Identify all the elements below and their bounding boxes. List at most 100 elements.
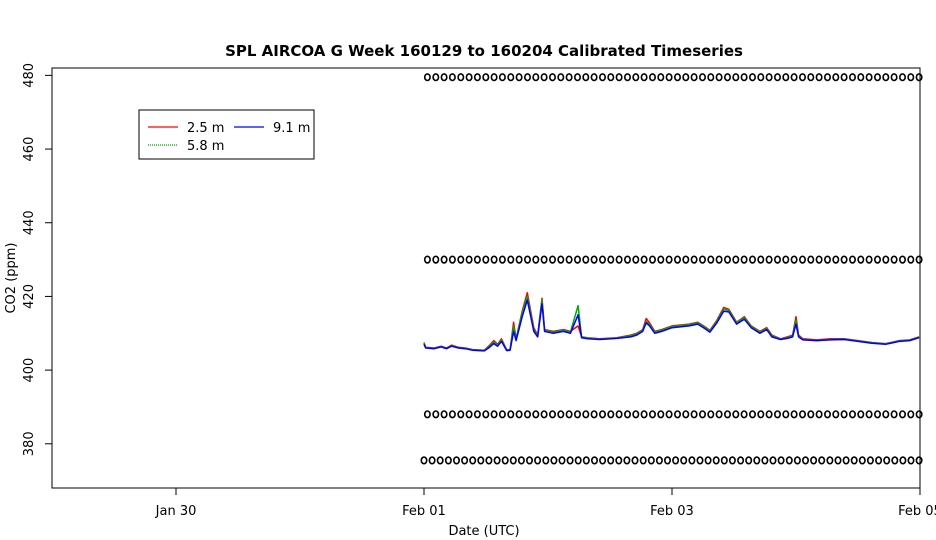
marker-row-3-point — [436, 456, 444, 465]
marker-row-2-point — [490, 410, 498, 419]
marker-row-3-point — [907, 456, 915, 465]
marker-row-3-point — [858, 456, 866, 465]
marker-row-3-point — [574, 456, 582, 465]
marker-row-3-point — [712, 456, 720, 465]
marker-row-1-point — [582, 255, 590, 264]
marker-row-3-point — [452, 456, 460, 465]
marker-row-1-point — [857, 255, 865, 264]
marker-row-0-point — [465, 73, 473, 82]
marker-row-0-point — [565, 73, 573, 82]
marker-row-2-point — [682, 410, 690, 419]
marker-row-3-point — [607, 456, 615, 465]
marker-row-1-point — [732, 255, 740, 264]
marker-row-1-point — [715, 255, 723, 264]
marker-row-1-point — [815, 255, 823, 264]
marker-row-3-point — [493, 456, 501, 465]
marker-rows — [420, 73, 923, 465]
marker-row-3-point — [826, 456, 834, 465]
marker-row-3-point — [623, 456, 631, 465]
marker-row-0-point — [757, 73, 765, 82]
marker-row-0-point — [748, 73, 756, 82]
marker-row-2-point — [582, 410, 590, 419]
marker-row-0-point — [657, 73, 665, 82]
marker-row-3-point — [883, 456, 891, 465]
marker-row-1-point — [423, 255, 431, 264]
marker-row-0-point — [432, 73, 440, 82]
marker-row-1-point — [682, 255, 690, 264]
marker-row-1-point — [890, 255, 898, 264]
marker-row-0-point — [790, 73, 798, 82]
marker-row-3-point — [509, 456, 517, 465]
marker-row-3-point — [720, 456, 728, 465]
marker-row-1-point — [898, 255, 906, 264]
marker-row-0-point — [440, 73, 448, 82]
marker-row-3-point — [915, 456, 923, 465]
marker-row-1-point — [432, 255, 440, 264]
marker-row-1-point — [507, 255, 515, 264]
y-axis: 380 400 420 440 460 480 — [22, 63, 52, 456]
y-tick-label-380: 380 — [22, 431, 37, 456]
marker-row-3-point — [461, 456, 469, 465]
marker-row-1-point — [740, 255, 748, 264]
marker-row-1-point — [773, 255, 781, 264]
marker-row-0-point — [823, 73, 831, 82]
marker-row-3-point — [469, 456, 477, 465]
marker-row-2-point — [890, 410, 898, 419]
marker-row-0-point — [865, 73, 873, 82]
marker-row-0-point — [515, 73, 523, 82]
marker-row-2-point — [732, 410, 740, 419]
legend-label-9-1m: 9.1 m — [273, 121, 310, 136]
marker-row-1-point — [765, 255, 773, 264]
marker-row-2-point — [465, 410, 473, 419]
marker-row-2-point — [457, 410, 465, 419]
marker-row-2-point — [757, 410, 765, 419]
marker-row-1-point — [548, 255, 556, 264]
marker-row-0-point — [898, 73, 906, 82]
y-axis-label: CO2 (ppm) — [4, 242, 19, 313]
marker-row-1-point — [790, 255, 798, 264]
series-line-2-5-m — [423, 291, 920, 351]
marker-row-2-point — [432, 410, 440, 419]
marker-row-3-point — [842, 456, 850, 465]
marker-row-3-point — [444, 456, 452, 465]
marker-row-3-point — [631, 456, 639, 465]
marker-row-0-point — [857, 73, 865, 82]
legend: 2.5 m 5.8 m 9.1 m — [138, 109, 315, 160]
marker-row-3-point — [753, 456, 761, 465]
marker-row-1-point — [440, 255, 448, 264]
y-tick-label-440: 440 — [22, 210, 37, 235]
x-axis-label: Date (UTC) — [448, 524, 519, 539]
marker-row-3-point — [777, 456, 785, 465]
marker-row-2-point — [832, 410, 840, 419]
marker-row-2-point — [623, 410, 631, 419]
marker-row-2-point — [507, 410, 515, 419]
plot-frame — [51, 67, 921, 489]
marker-row-2-point — [882, 410, 890, 419]
marker-row-2-point — [782, 410, 790, 419]
marker-row-2-point — [773, 410, 781, 419]
y-tick-label-420: 420 — [22, 284, 37, 309]
marker-row-0-point — [665, 73, 673, 82]
y-tick-label-460: 460 — [22, 137, 37, 162]
marker-row-2-point — [523, 410, 531, 419]
marker-row-2-point — [698, 410, 706, 419]
marker-row-3-point — [818, 456, 826, 465]
marker-row-1-point — [782, 255, 790, 264]
marker-row-3-point — [542, 456, 550, 465]
marker-row-2-point — [423, 410, 431, 419]
marker-row-2-point — [740, 410, 748, 419]
marker-row-0-point — [782, 73, 790, 82]
marker-row-1-point — [482, 255, 490, 264]
marker-row-0-point — [632, 73, 640, 82]
marker-row-0-point — [848, 73, 856, 82]
marker-row-2-point — [815, 410, 823, 419]
marker-row-2-point — [840, 410, 848, 419]
marker-row-3-point — [428, 456, 436, 465]
marker-row-2-point — [648, 410, 656, 419]
marker-row-1-point — [823, 255, 831, 264]
marker-row-0-point — [765, 73, 773, 82]
marker-row-2-point — [657, 410, 665, 419]
marker-row-2-point — [807, 410, 815, 419]
marker-row-2-point — [873, 410, 881, 419]
marker-row-0-point — [607, 73, 615, 82]
